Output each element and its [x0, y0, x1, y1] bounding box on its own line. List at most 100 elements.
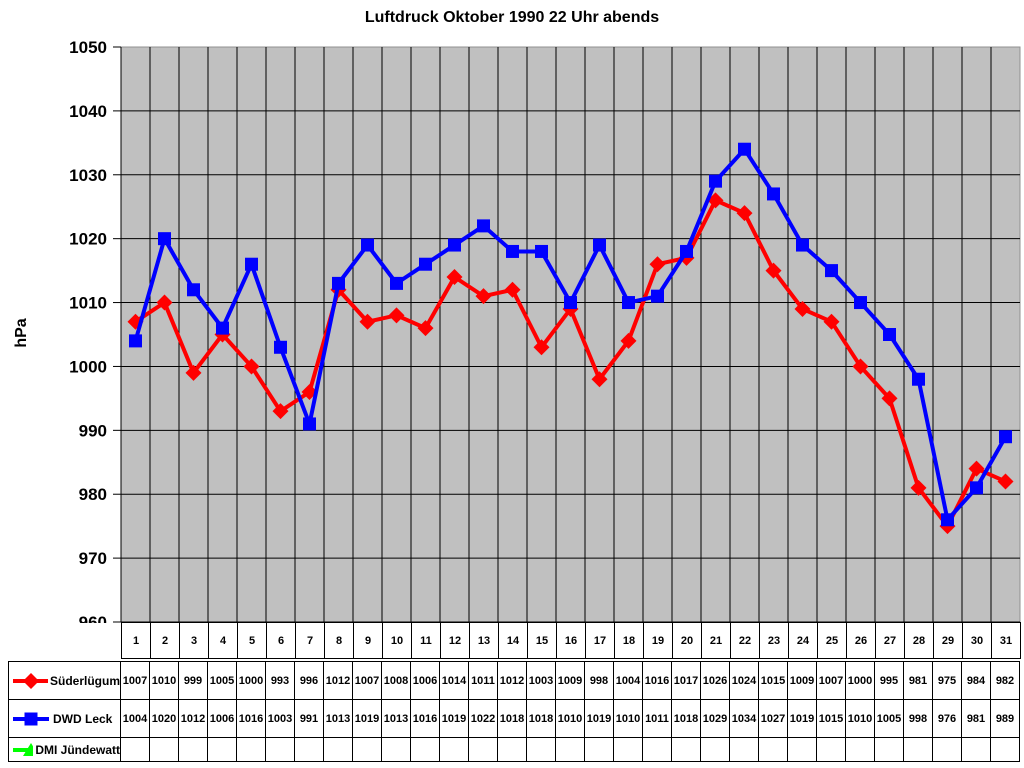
day-label: 31 [992, 623, 1021, 658]
data-point-s-derl-gum [272, 403, 289, 420]
data-point-dwd-leck [361, 238, 374, 252]
day-label: 18 [615, 623, 644, 658]
value-cell-dwd-leck-day-8: 1013 [324, 700, 353, 738]
data-point-dwd-leck [767, 187, 780, 201]
y-tick-label: 1030 [69, 166, 107, 185]
data-point-dwd-leck [941, 513, 954, 527]
value-cell-dwd-leck-day-28: 998 [904, 700, 933, 738]
value-cell-s-derl-gum-day-9: 1007 [353, 662, 382, 700]
data-point-s-derl-gum [649, 256, 666, 273]
legend-marker [24, 712, 38, 725]
value-cell-s-derl-gum-day-2: 1010 [150, 662, 179, 700]
data-point-s-derl-gum [707, 192, 724, 209]
value-cell-dmi-j-ndewatt-day-18 [614, 738, 643, 762]
value-cell-s-derl-gum-day-24: 1009 [788, 662, 817, 700]
value-cell-dwd-leck-day-1: 1004 [121, 700, 150, 738]
data-point-dwd-leck [912, 372, 925, 386]
day-label: 10 [383, 623, 412, 658]
value-cell-dwd-leck-day-5: 1016 [237, 700, 266, 738]
legend-item-s-derl-gum: Süderlügum [9, 662, 121, 700]
value-cell-dmi-j-ndewatt-day-10 [382, 738, 411, 762]
value-cell-dwd-leck-day-18: 1010 [614, 700, 643, 738]
day-label: 23 [760, 623, 789, 658]
data-point-dwd-leck [477, 219, 490, 233]
data-point-dwd-leck [216, 321, 229, 335]
value-cell-dmi-j-ndewatt-day-8 [324, 738, 353, 762]
data-point-s-derl-gum [852, 358, 869, 375]
data-point-dwd-leck [303, 417, 316, 431]
value-cell-dmi-j-ndewatt-day-3 [179, 738, 208, 762]
day-label: 20 [673, 623, 702, 658]
square-legend-icon [13, 712, 49, 725]
data-point-dwd-leck [448, 238, 461, 252]
value-cell-s-derl-gum-day-15: 1003 [527, 662, 556, 700]
value-cell-dmi-j-ndewatt-day-22 [730, 738, 759, 762]
day-label: 5 [238, 623, 267, 658]
data-point-dwd-leck [593, 238, 606, 252]
value-cell-dwd-leck-day-27: 1005 [875, 700, 904, 738]
data-point-s-derl-gum [504, 281, 521, 298]
data-point-dwd-leck [883, 328, 896, 341]
data-point-s-derl-gum [910, 479, 927, 496]
value-cell-dwd-leck-day-20: 1018 [672, 700, 701, 738]
value-cell-dwd-leck-day-4: 1006 [208, 700, 237, 738]
data-point-dwd-leck [245, 257, 258, 271]
value-cell-dmi-j-ndewatt-day-29 [933, 738, 962, 762]
value-cell-dwd-leck-day-26: 1010 [846, 700, 875, 738]
value-cell-s-derl-gum-day-18: 1004 [614, 662, 643, 700]
day-label: 3 [180, 623, 209, 658]
value-cell-dwd-leck-day-2: 1020 [150, 700, 179, 738]
value-cell-dmi-j-ndewatt-day-31 [991, 738, 1020, 762]
data-point-s-derl-gum [446, 269, 463, 285]
data-point-dwd-leck [129, 334, 142, 348]
value-cell-dmi-j-ndewatt-day-19 [643, 738, 672, 762]
value-cell-s-derl-gum-day-10: 1008 [382, 662, 411, 700]
day-label: 14 [499, 623, 528, 658]
data-point-s-derl-gum [881, 390, 898, 407]
data-point-s-derl-gum [620, 332, 637, 349]
day-label: 26 [847, 623, 876, 658]
y-tick-label: 990 [79, 421, 107, 440]
y-tick-label: 980 [79, 485, 107, 504]
legend-marker [23, 742, 34, 756]
value-cell-s-derl-gum-day-13: 1011 [469, 662, 498, 700]
value-cell-dwd-leck-day-12: 1019 [440, 700, 469, 738]
value-cell-dmi-j-ndewatt-day-5 [237, 738, 266, 762]
value-cell-s-derl-gum-day-28: 981 [904, 662, 933, 700]
value-cell-s-derl-gum-day-21: 1026 [701, 662, 730, 700]
data-point-dwd-leck [999, 430, 1012, 444]
diamond-legend-icon [13, 672, 48, 689]
value-cell-dmi-j-ndewatt-day-28 [904, 738, 933, 762]
data-point-dwd-leck [622, 296, 635, 310]
day-label: 9 [354, 623, 383, 658]
value-cell-dmi-j-ndewatt-day-27 [875, 738, 904, 762]
legend-label: DMI Jündewatt [35, 742, 120, 757]
value-cell-s-derl-gum-day-17: 998 [585, 662, 614, 700]
data-point-dwd-leck [825, 264, 838, 278]
value-cell-s-derl-gum-day-7: 996 [295, 662, 324, 700]
data-point-s-derl-gum [388, 307, 405, 324]
triangle-legend-icon [13, 742, 34, 756]
data-point-s-derl-gum [359, 313, 376, 330]
value-cell-s-derl-gum-day-12: 1014 [440, 662, 469, 700]
data-point-s-derl-gum [591, 371, 608, 388]
value-cell-dwd-leck-day-22: 1034 [730, 700, 759, 738]
day-label: 12 [441, 623, 470, 658]
day-label: 4 [209, 623, 238, 658]
value-cell-dmi-j-ndewatt-day-20 [672, 738, 701, 762]
value-cell-dmi-j-ndewatt-day-25 [817, 738, 846, 762]
value-cell-s-derl-gum-day-16: 1009 [556, 662, 585, 700]
y-tick-label: 1000 [69, 357, 107, 376]
day-label: 6 [267, 623, 296, 658]
day-label: 13 [470, 623, 499, 658]
value-cell-dwd-leck-day-23: 1027 [759, 700, 788, 738]
day-label: 24 [789, 623, 818, 658]
value-cell-dmi-j-ndewatt-day-4 [208, 738, 237, 762]
day-label: 1 [122, 623, 151, 658]
data-point-dwd-leck [970, 481, 983, 495]
value-cell-dmi-j-ndewatt-day-7 [295, 738, 324, 762]
day-label: 30 [963, 623, 992, 658]
value-cell-dwd-leck-day-30: 981 [962, 700, 991, 738]
value-cell-s-derl-gum-day-14: 1012 [498, 662, 527, 700]
day-label: 27 [876, 623, 905, 658]
